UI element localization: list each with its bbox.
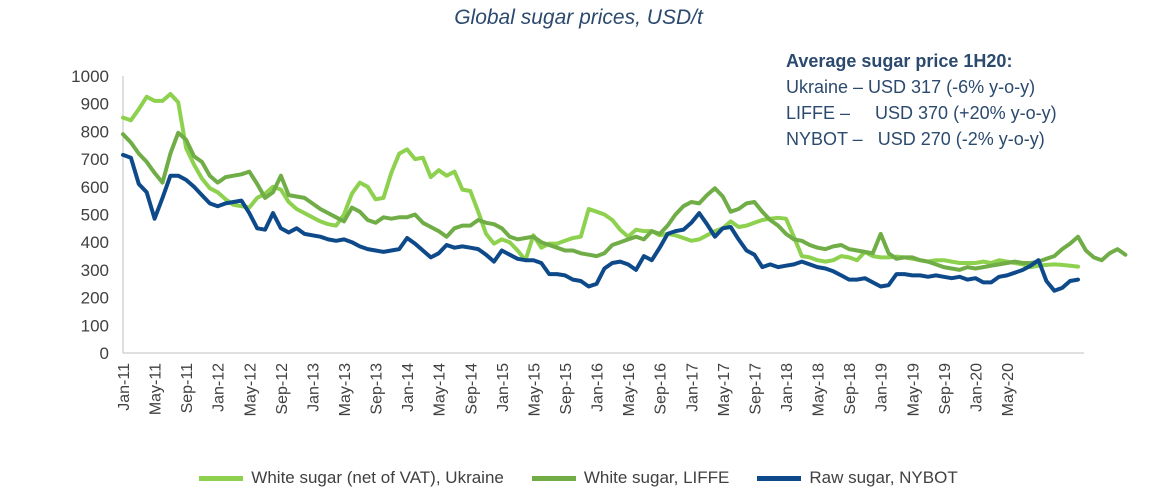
legend-item-ukraine: White sugar (net of VAT), Ukraine [199,468,504,488]
x-tick-label: Jan-12 [211,363,228,412]
x-tick-label: Sep-14 [463,363,480,415]
x-tick-label: Sep-15 [558,363,575,415]
legend-label-ukraine: White sugar (net of VAT), Ukraine [251,468,504,487]
legend-label-liffe: White sugar, LIFFE [583,468,730,487]
series-line-nybot [121,152,1080,293]
legend-item-liffe: White sugar, LIFFE [531,468,730,488]
legend: White sugar (net of VAT), Ukraine White … [0,468,1157,488]
y-tick-label: 700 [81,150,109,169]
y-tick-label: 200 [81,289,109,308]
x-tick-label: Sep-18 [842,363,859,415]
x-tick-label: Jan-17 [684,363,701,412]
legend-item-nybot: Raw sugar, NYBOT [757,468,958,488]
legend-swatch-nybot [757,475,802,481]
x-tick-label: Sep-19 [937,363,954,415]
y-tick-label: 500 [81,206,109,225]
x-tick-label: Sep-17 [747,363,764,415]
x-tick-label: Jan-16 [590,363,607,412]
legend-label-nybot: Raw sugar, NYBOT [809,468,958,487]
y-tick-label: 600 [81,178,109,197]
x-tick-label: Sep-16 [653,363,670,415]
y-tick-label: 400 [81,233,109,252]
x-tick-label: May-13 [337,363,354,416]
x-tick-label: May-12 [242,363,259,416]
x-tick-label: Jan-14 [400,363,417,412]
series-layer [121,92,1128,293]
series-line-liffe [121,130,1128,272]
y-tick-label: 300 [81,261,109,280]
x-tick-label: May-11 [148,363,165,415]
annotation-line-ukraine: Ukraine – USD 317 (-6% y-o-y) [786,77,1036,97]
y-tick-label: 900 [81,95,109,114]
x-tick-label: May-14 [432,363,449,416]
average-price-annotation: Average sugar price 1H20: Ukraine – USD … [786,48,1057,152]
x-tick-label: Jan-13 [305,363,322,412]
x-tick-label: Sep-12 [274,363,291,415]
x-tick-label: Sep-13 [369,363,386,415]
x-tick-label: Jan-19 [874,363,891,412]
chart-title: Global sugar prices, USD/t [454,6,703,29]
series-line-ukraine [121,92,1080,270]
x-tick-label: May-19 [905,363,922,416]
annotation-line-nybot: NYBOT – USD 270 (-2% y-o-y) [786,129,1045,149]
annotation-heading: Average sugar price 1H20: [786,51,1013,71]
x-tick-label: Sep-11 [179,363,196,414]
x-tick-label: May-15 [526,363,543,416]
y-tick-label: 0 [100,344,109,363]
y-tick-label: 1000 [71,67,109,86]
x-tick-label: May-20 [1000,363,1017,416]
x-tick-label: May-18 [811,363,828,416]
x-tick-label: May-17 [716,363,733,416]
y-tick-label: 100 [81,316,109,335]
legend-swatch-ukraine [199,475,244,481]
y-tick-label: 800 [81,122,109,141]
annotation-line-liffe: LIFFE – USD 370 (+20% y-o-y) [786,103,1057,123]
x-tick-label: Jan-20 [968,363,985,412]
x-tick-label: Jan-18 [779,363,796,412]
legend-swatch-liffe [531,475,576,481]
x-tick-label: Jan-15 [495,363,512,412]
x-tick-label: Jan-11 [116,363,133,411]
x-tick-label: May-16 [621,363,638,416]
y-axis: 0 100 200 300 400 500 600 700 800 900 1000 [71,67,124,363]
x-axis: Jan-11 May-11 Sep-11 Jan-12 May-12 Sep-12 Jan-… [116,352,1084,416]
